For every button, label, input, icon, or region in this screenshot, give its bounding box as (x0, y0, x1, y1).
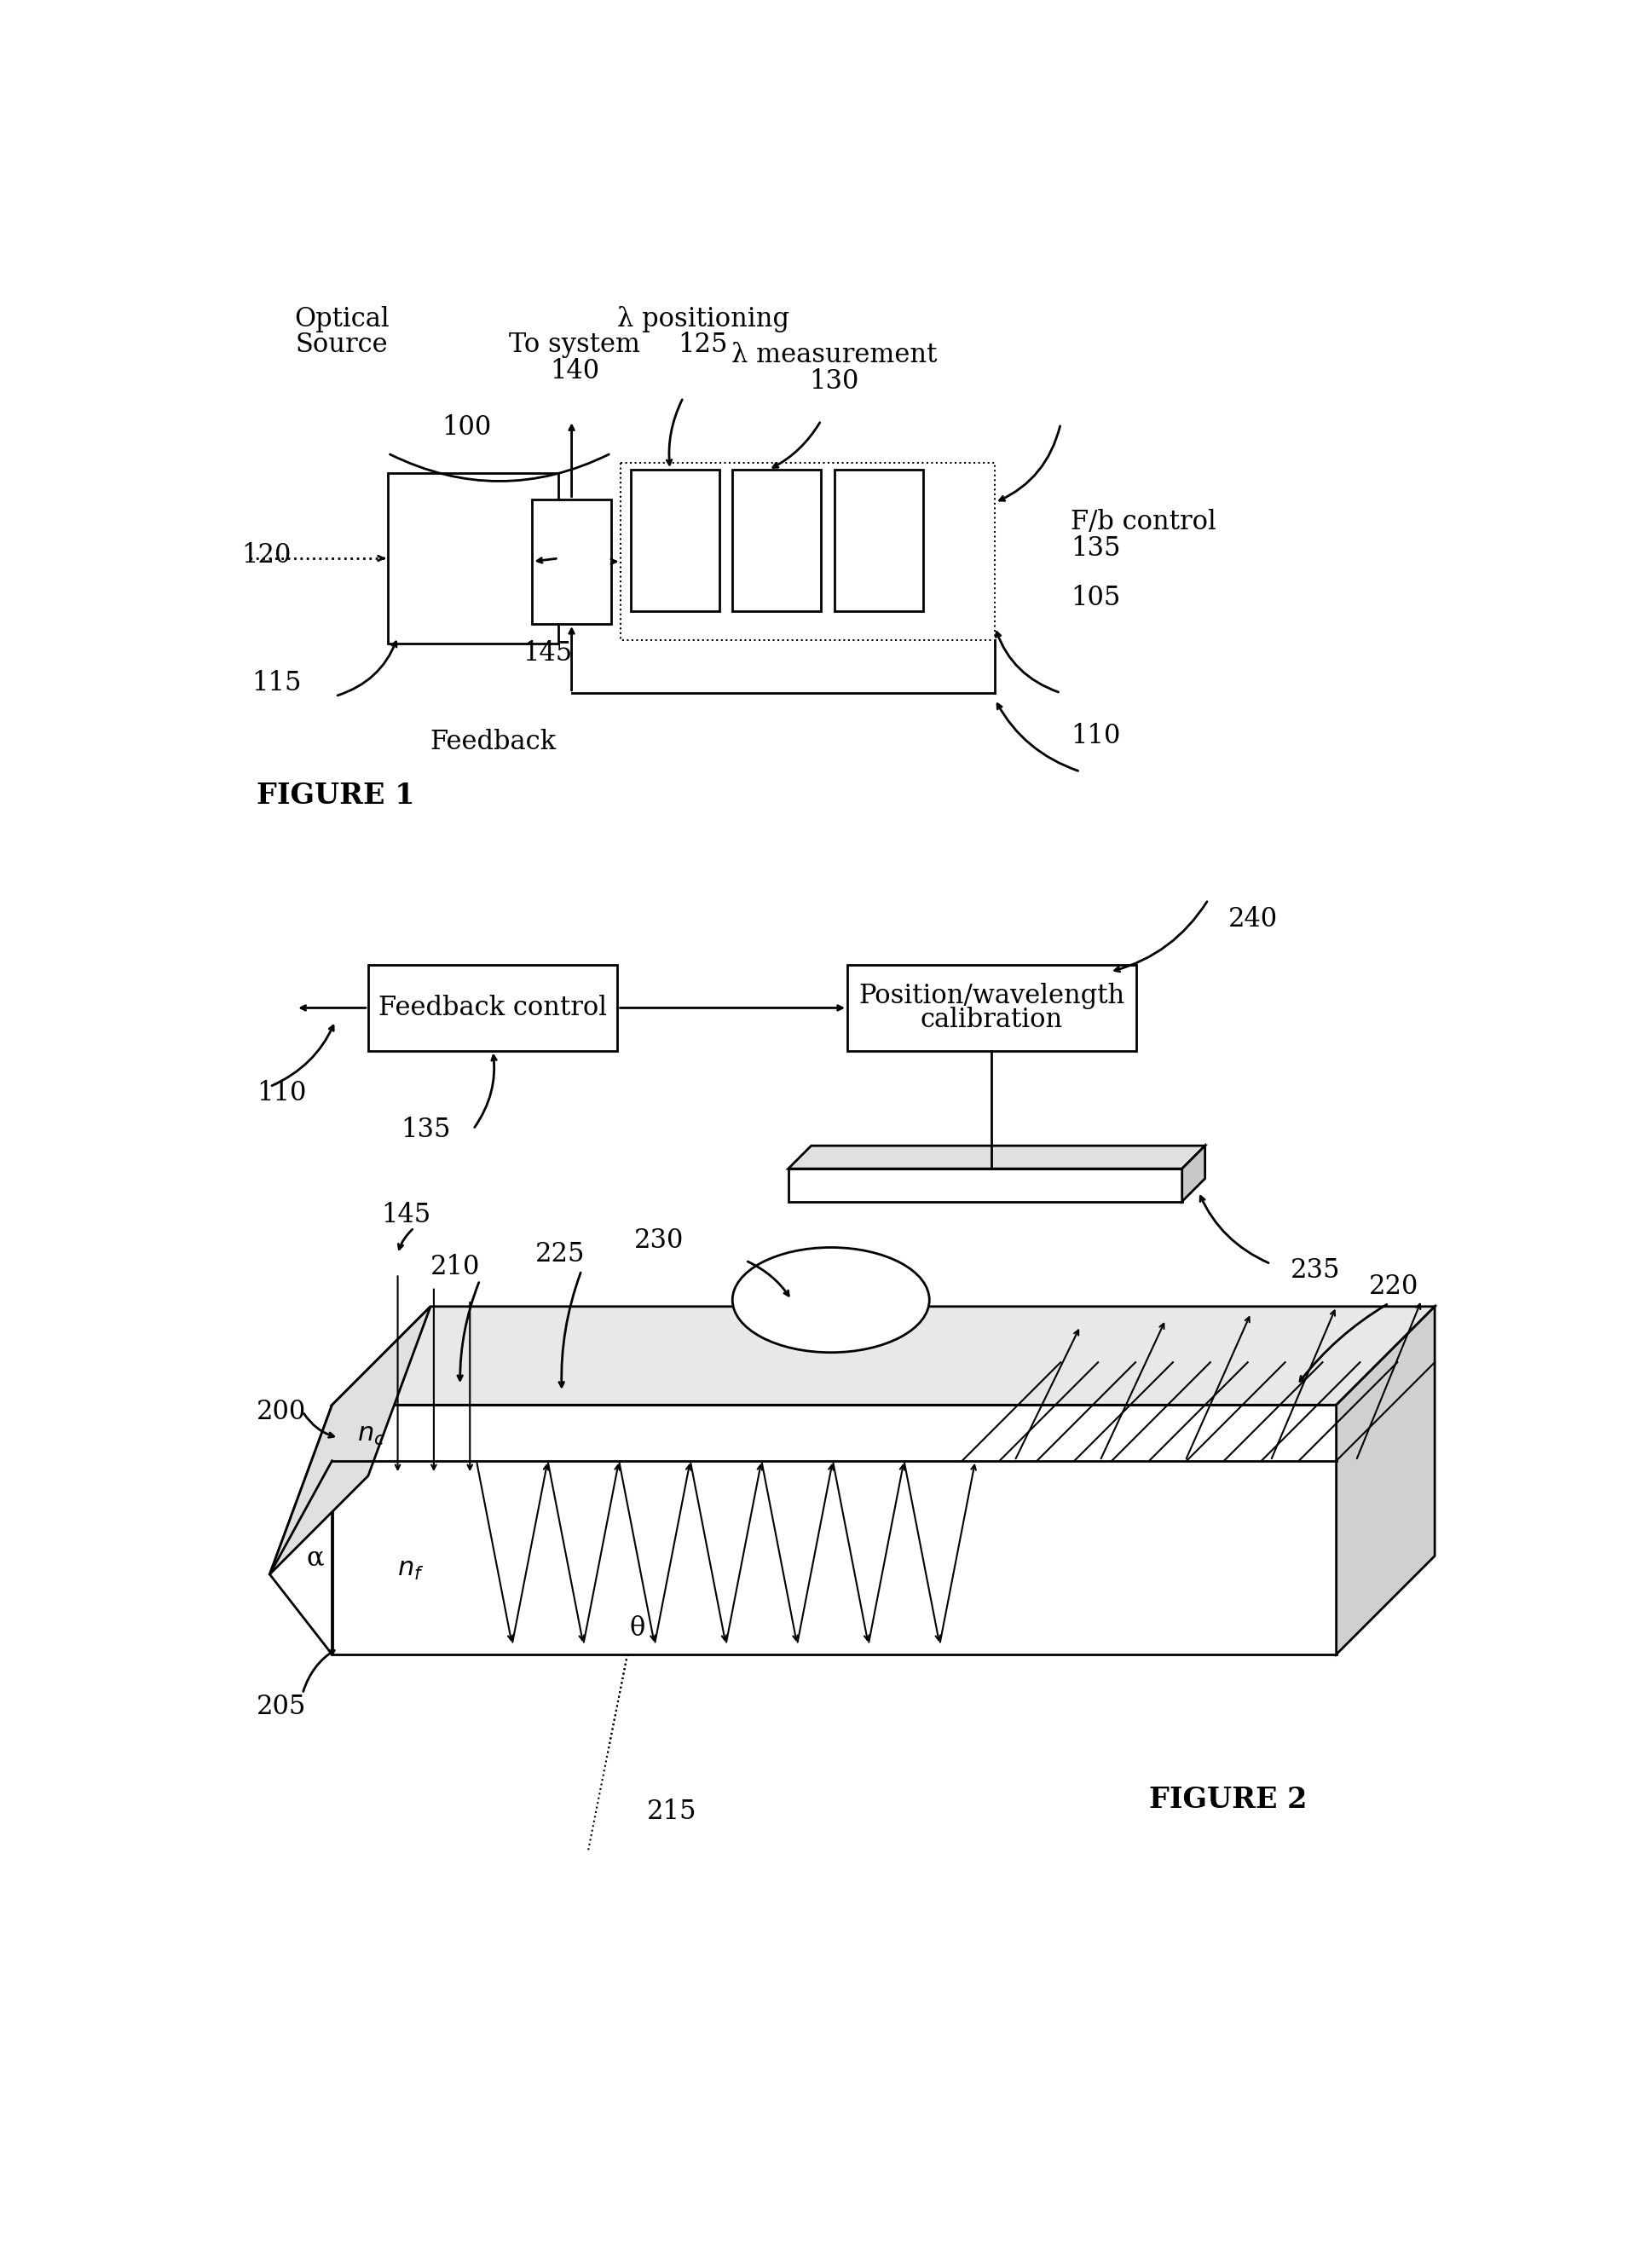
Polygon shape (332, 1307, 1434, 1406)
Text: 130: 130 (809, 368, 859, 395)
Text: 200: 200 (256, 1399, 306, 1424)
Text: 135: 135 (401, 1116, 451, 1143)
Text: 210: 210 (431, 1253, 481, 1280)
Polygon shape (332, 1406, 1336, 1655)
Text: Source: Source (296, 332, 388, 359)
Bar (847, 966, 1137, 1051)
Polygon shape (788, 1145, 1204, 1168)
Text: $n_f$: $n_f$ (398, 1556, 425, 1581)
Text: 145: 145 (382, 1202, 431, 1229)
Ellipse shape (732, 1247, 930, 1352)
Polygon shape (1336, 1307, 1434, 1655)
Polygon shape (788, 1168, 1183, 1202)
Text: λ positioning: λ positioning (616, 305, 790, 332)
Text: calibration: calibration (920, 1006, 1062, 1033)
Text: 115: 115 (251, 669, 301, 696)
Bar (621, 463, 995, 640)
Polygon shape (1183, 1145, 1204, 1202)
Text: To system: To system (509, 332, 641, 359)
Bar (834, 469, 923, 611)
Text: 220: 220 (1370, 1273, 1419, 1300)
Bar (532, 499, 611, 624)
Text: 230: 230 (634, 1229, 684, 1253)
Text: 110: 110 (1070, 723, 1120, 748)
Text: FIGURE 1: FIGURE 1 (256, 782, 415, 809)
Text: F/b control: F/b control (1070, 510, 1216, 535)
Text: 205: 205 (256, 1693, 306, 1720)
Text: 100: 100 (441, 413, 491, 440)
Text: 105: 105 (1070, 584, 1120, 611)
Text: α: α (307, 1545, 324, 1572)
Bar (631, 469, 719, 611)
Bar (368, 966, 618, 1051)
Text: 120: 120 (241, 541, 291, 568)
Text: 240: 240 (1227, 905, 1277, 932)
Text: 145: 145 (522, 640, 572, 667)
Text: 225: 225 (535, 1240, 585, 1267)
Text: θ: θ (629, 1615, 644, 1642)
Text: Position/wavelength: Position/wavelength (859, 984, 1125, 1008)
Text: 125: 125 (677, 332, 729, 359)
Text: $n_c$: $n_c$ (357, 1422, 385, 1449)
Text: 140: 140 (550, 357, 600, 384)
Bar (732, 469, 821, 611)
Text: FIGURE 2: FIGURE 2 (1150, 1786, 1307, 1815)
Text: 110: 110 (256, 1080, 306, 1107)
Text: λ measurement: λ measurement (732, 341, 937, 368)
Polygon shape (269, 1406, 332, 1655)
Text: Feedback: Feedback (430, 730, 557, 755)
Text: 215: 215 (648, 1799, 697, 1826)
Text: 135: 135 (1070, 535, 1120, 562)
Text: Optical: Optical (294, 305, 390, 332)
Polygon shape (269, 1307, 431, 1574)
Text: Feedback control: Feedback control (378, 995, 606, 1022)
Bar (388, 474, 558, 645)
Text: 235: 235 (1290, 1258, 1340, 1285)
